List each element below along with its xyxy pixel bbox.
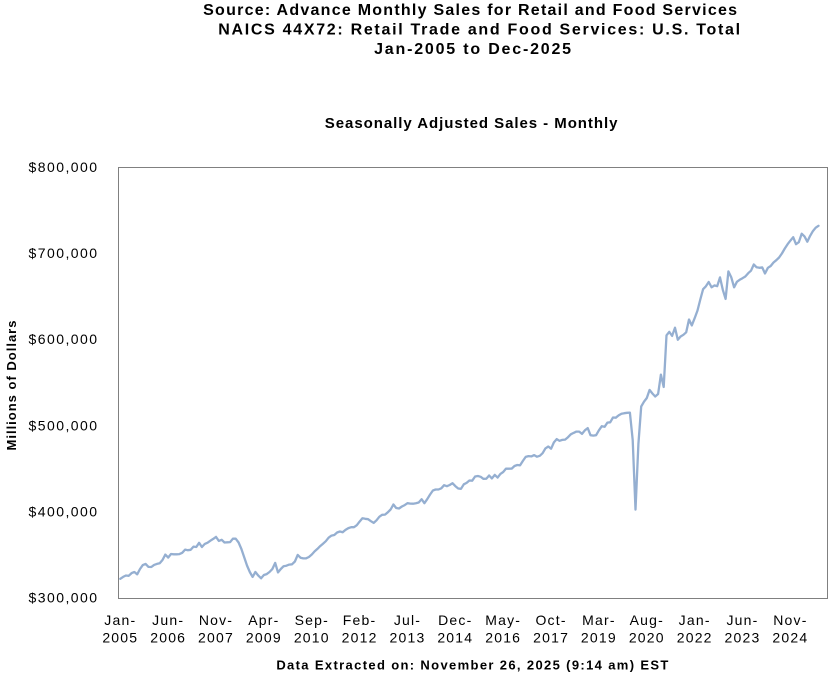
svg-text:NAICS 44X72: Retail Trade and: NAICS 44X72: Retail Trade and Food Servi… (218, 22, 742, 39)
svg-text:2019: 2019 (581, 630, 617, 646)
svg-text:2007: 2007 (198, 630, 234, 646)
svg-text:2005: 2005 (102, 630, 138, 646)
svg-text:Jun-: Jun- (152, 612, 184, 628)
svg-text:Source: Advance Monthly Sales: Source: Advance Monthly Sales for Retail… (203, 2, 738, 19)
svg-text:2010: 2010 (294, 630, 330, 646)
svg-text:2017: 2017 (533, 630, 569, 646)
svg-text:$700,000: $700,000 (29, 245, 99, 261)
svg-text:Jun-: Jun- (726, 612, 758, 628)
svg-text:$400,000: $400,000 (29, 503, 99, 519)
svg-text:2006: 2006 (150, 630, 186, 646)
svg-text:$500,000: $500,000 (29, 417, 99, 433)
svg-text:Nov-: Nov- (199, 612, 233, 628)
svg-text:Millions of Dollars: Millions of Dollars (4, 320, 19, 451)
svg-text:Nov-: Nov- (773, 612, 807, 628)
svg-text:Oct-: Oct- (535, 612, 566, 628)
svg-text:$800,000: $800,000 (29, 159, 99, 175)
svg-text:Seasonally Adjusted Sales - Mo: Seasonally Adjusted Sales - Monthly (325, 115, 619, 132)
svg-text:$300,000: $300,000 (29, 590, 99, 606)
svg-text:Dec-: Dec- (438, 612, 472, 628)
svg-text:Jan-: Jan- (679, 612, 711, 628)
svg-text:Aug-: Aug- (630, 612, 664, 628)
svg-text:Mar-: Mar- (582, 612, 616, 628)
svg-text:2012: 2012 (342, 630, 378, 646)
svg-text:Jan-: Jan- (104, 612, 136, 628)
svg-text:2009: 2009 (246, 630, 282, 646)
svg-text:2022: 2022 (677, 630, 713, 646)
svg-text:Sep-: Sep- (295, 612, 329, 628)
svg-text:$600,000: $600,000 (29, 331, 99, 347)
svg-text:2020: 2020 (629, 630, 665, 646)
svg-text:Jan-2005 to Dec-2025: Jan-2005 to Dec-2025 (374, 41, 573, 58)
svg-text:2023: 2023 (725, 630, 761, 646)
svg-text:2024: 2024 (772, 630, 808, 646)
svg-text:Feb-: Feb- (343, 612, 377, 628)
svg-text:2016: 2016 (485, 630, 521, 646)
svg-text:Jul-: Jul- (394, 612, 421, 628)
svg-text:May-: May- (485, 612, 521, 628)
svg-text:2014: 2014 (437, 630, 473, 646)
svg-text:2013: 2013 (390, 630, 426, 646)
svg-text:Apr-: Apr- (248, 612, 279, 628)
svg-text:Data Extracted on: November 26: Data Extracted on: November 26, 2025 (9:… (276, 658, 669, 673)
